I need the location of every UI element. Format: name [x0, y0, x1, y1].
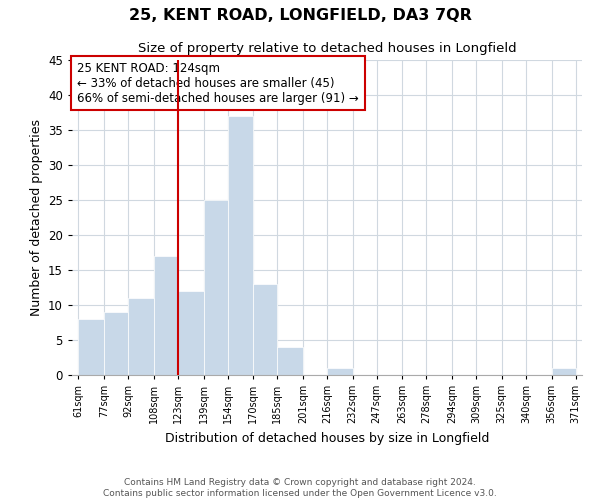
- Text: Contains HM Land Registry data © Crown copyright and database right 2024.
Contai: Contains HM Land Registry data © Crown c…: [103, 478, 497, 498]
- Bar: [79, 319, 104, 375]
- Text: 25, KENT ROAD, LONGFIELD, DA3 7QR: 25, KENT ROAD, LONGFIELD, DA3 7QR: [128, 8, 472, 22]
- Bar: [277, 347, 303, 375]
- Bar: [154, 256, 178, 375]
- X-axis label: Distribution of detached houses by size in Longfield: Distribution of detached houses by size …: [165, 432, 489, 444]
- Bar: [327, 368, 353, 375]
- Bar: [128, 298, 154, 375]
- Y-axis label: Number of detached properties: Number of detached properties: [29, 119, 43, 316]
- Text: 25 KENT ROAD: 124sqm
← 33% of detached houses are smaller (45)
66% of semi-detac: 25 KENT ROAD: 124sqm ← 33% of detached h…: [77, 62, 359, 104]
- Bar: [551, 368, 575, 375]
- Title: Size of property relative to detached houses in Longfield: Size of property relative to detached ho…: [137, 42, 517, 54]
- Bar: [227, 116, 253, 375]
- Bar: [203, 200, 227, 375]
- Bar: [104, 312, 128, 375]
- Bar: [253, 284, 277, 375]
- Bar: [178, 291, 203, 375]
